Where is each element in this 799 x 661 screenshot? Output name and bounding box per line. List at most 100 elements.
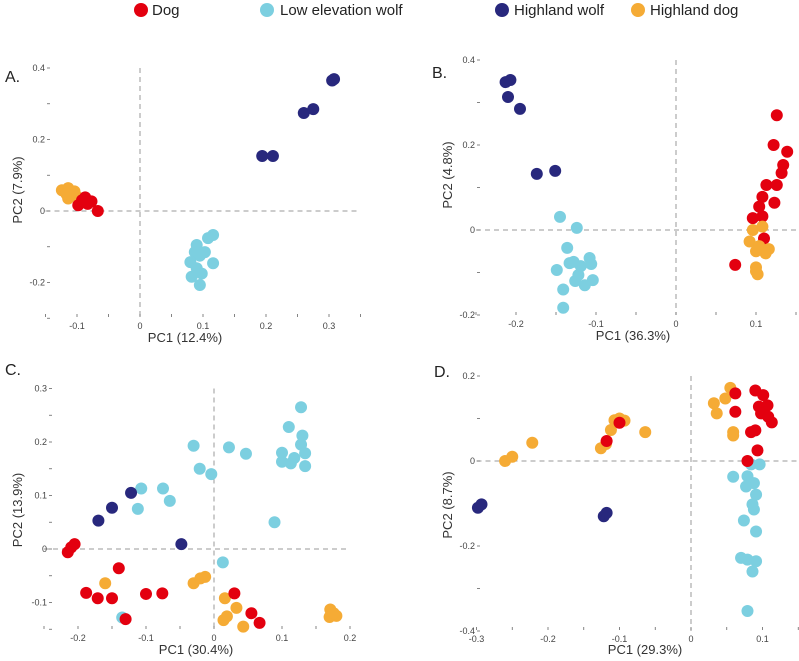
legend: Dog Low elevation wolf Highland wolf Hig…	[134, 2, 738, 19]
point-dog	[753, 200, 766, 213]
point-dog	[775, 167, 788, 180]
x-tick-label: -0.2	[540, 634, 556, 644]
point-highland-dog	[727, 429, 740, 442]
x-tick-label: 0.2	[344, 633, 357, 643]
point-dog	[156, 587, 169, 600]
x-tick-label: -0.1	[69, 321, 85, 331]
point-dog	[119, 613, 132, 626]
point-low-elevation-wolf	[276, 455, 288, 468]
y-tick-label: 0.2	[462, 371, 475, 381]
point-low-elevation-wolf	[187, 439, 200, 452]
point-dog	[756, 190, 769, 203]
x-axis-label: PC1 (12.4%)	[148, 330, 222, 345]
point-dog	[112, 562, 125, 575]
panel-letter: D.	[434, 364, 450, 381]
series-dog	[72, 191, 104, 217]
legend-item-dog: Dog	[134, 2, 180, 19]
series-highland-wolf	[92, 486, 188, 551]
legend-item-highland-wolf: Highland wolf	[495, 2, 605, 19]
series-dog	[61, 538, 266, 629]
point-highland-wolf	[504, 73, 517, 86]
point-highland-dog	[327, 607, 340, 620]
point-highland-dog	[710, 407, 723, 420]
point-highland-dog	[750, 245, 762, 258]
legend-item-low-elevation-wolf: Low elevation wolf	[260, 2, 403, 19]
panel-b-: -0.2 -0.1 0 0.1 0.4 0.2 0 -0.2 B. PC1 (36.3%) PC2 …	[432, 55, 797, 343]
point-low-elevation-wolf	[557, 283, 570, 296]
legend-marker-low-elevation-wolf	[260, 3, 274, 17]
panel-a-: -0.1 0 0.1 0.2 0.3 0.4 0.2 0 -0.2 A. PC1 (12.4%) PC…	[5, 63, 361, 345]
x-tick-label: -0.2	[70, 633, 86, 643]
point-highland-wolf	[326, 74, 339, 87]
legend-marker-highland-dog	[631, 3, 645, 17]
x-tick-label: 0.2	[260, 321, 273, 331]
x-tick-label: 0.3	[323, 321, 336, 331]
y-tick-label: 0.1	[34, 491, 47, 501]
y-tick-label: 0.4	[32, 63, 45, 73]
point-dog	[767, 139, 780, 151]
point-dog	[140, 587, 152, 600]
point-highland-wolf	[175, 538, 188, 551]
point-highland-wolf	[502, 90, 514, 103]
x-tick-label: 0.1	[197, 321, 210, 331]
point-dog	[781, 145, 794, 158]
legend-label-dog: Dog	[152, 2, 180, 19]
point-highland-dog	[707, 397, 720, 410]
legend-label-low-elevation-wolf: Low elevation wolf	[280, 2, 403, 19]
point-low-elevation-wolf	[727, 470, 740, 483]
point-dog	[729, 258, 742, 271]
point-low-elevation-wolf	[284, 457, 297, 470]
point-highland-wolf	[92, 514, 105, 527]
series-dog	[600, 384, 778, 467]
legend-item-highland-dog: Highland dog	[631, 2, 738, 19]
point-highland-wolf	[256, 149, 269, 162]
point-highland-wolf	[549, 164, 562, 177]
point-dog	[768, 196, 781, 209]
y-tick-label: -0.2	[29, 278, 45, 288]
point-highland-dog	[750, 265, 762, 278]
x-tick-label: 0.1	[276, 633, 289, 643]
point-highland-wolf	[297, 107, 310, 120]
point-dog	[91, 592, 104, 605]
point-low-elevation-wolf	[282, 421, 295, 434]
legend-marker-dog	[134, 3, 148, 17]
point-highland-wolf	[307, 103, 320, 116]
point-low-elevation-wolf	[741, 605, 754, 618]
point-dog	[770, 178, 783, 191]
x-axis-label: PC1 (29.3%)	[608, 642, 682, 657]
point-low-elevation-wolf	[737, 514, 750, 527]
y-tick-label: 0	[42, 544, 47, 554]
point-highland-dog	[759, 247, 772, 260]
x-tick-label: 0.1	[756, 634, 769, 644]
point-dog	[729, 405, 742, 418]
point-low-elevation-wolf	[202, 232, 215, 245]
y-tick-label: 0.2	[34, 437, 47, 447]
point-highland-dog	[526, 436, 539, 449]
point-highland-dog	[719, 392, 732, 405]
legend-marker-highland-wolf	[495, 3, 509, 17]
point-highland-dog	[237, 620, 250, 633]
point-low-elevation-wolf	[554, 210, 566, 223]
point-dog	[613, 416, 626, 429]
point-dog	[770, 109, 783, 122]
point-low-elevation-wolf	[163, 494, 176, 507]
point-low-elevation-wolf	[295, 401, 308, 414]
point-dog	[228, 587, 241, 600]
point-dog	[91, 205, 104, 217]
point-dog	[80, 586, 93, 599]
point-dog	[761, 399, 774, 412]
point-low-elevation-wolf	[561, 241, 574, 254]
point-dog	[757, 389, 770, 402]
series-low-elevation-wolf	[727, 458, 766, 618]
point-dog	[760, 178, 773, 191]
x-tick-label: -0.1	[138, 633, 154, 643]
point-dog	[751, 444, 764, 457]
point-low-elevation-wolf	[740, 480, 753, 493]
y-axis-label: PC2 (4.8%)	[440, 141, 455, 208]
y-tick-label: 0	[470, 225, 475, 235]
x-tick-label: 0	[211, 633, 216, 643]
x-tick-label: -0.1	[612, 634, 628, 644]
point-low-elevation-wolf	[550, 263, 563, 276]
point-low-elevation-wolf	[239, 447, 252, 460]
point-highland-dog	[218, 592, 231, 605]
